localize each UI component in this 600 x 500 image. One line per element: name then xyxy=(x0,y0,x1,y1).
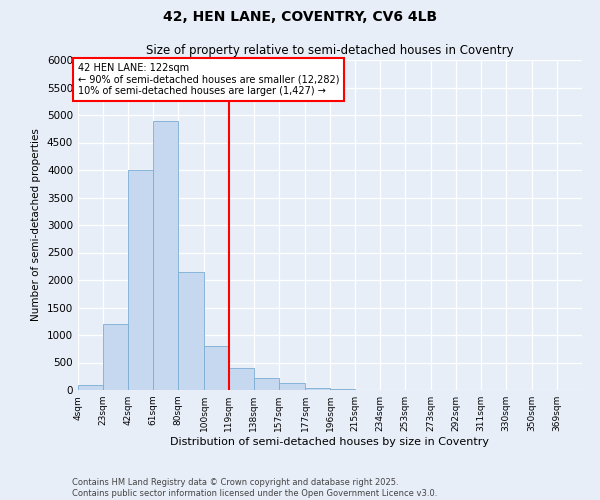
Bar xyxy=(204,346,229,390)
Text: 42, HEN LANE, COVENTRY, CV6 4LB: 42, HEN LANE, COVENTRY, CV6 4LB xyxy=(163,10,437,24)
Y-axis label: Number of semi-detached properties: Number of semi-detached properties xyxy=(31,128,41,322)
Bar xyxy=(305,388,330,390)
Text: 42 HEN LANE: 122sqm
← 90% of semi-detached houses are smaller (12,282)
10% of se: 42 HEN LANE: 122sqm ← 90% of semi-detach… xyxy=(78,62,340,96)
Bar xyxy=(229,368,254,390)
Title: Size of property relative to semi-detached houses in Coventry: Size of property relative to semi-detach… xyxy=(146,44,514,58)
Bar xyxy=(128,170,153,390)
Bar xyxy=(254,378,279,390)
X-axis label: Distribution of semi-detached houses by size in Coventry: Distribution of semi-detached houses by … xyxy=(170,437,490,447)
Bar xyxy=(153,120,178,390)
Bar xyxy=(78,384,103,390)
Bar xyxy=(103,324,128,390)
Bar xyxy=(178,272,204,390)
Bar xyxy=(279,384,305,390)
Text: Contains HM Land Registry data © Crown copyright and database right 2025.
Contai: Contains HM Land Registry data © Crown c… xyxy=(72,478,437,498)
